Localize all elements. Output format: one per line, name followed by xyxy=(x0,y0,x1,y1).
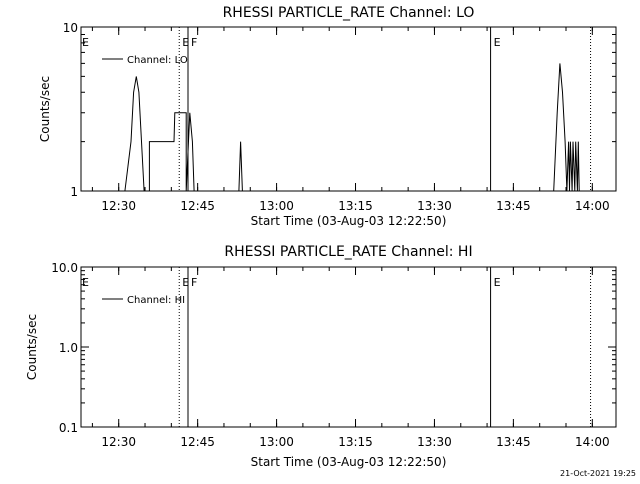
x-tick-label: 13:45 xyxy=(496,435,531,449)
x-tick-label: 14:00 xyxy=(575,199,610,213)
event-marker-label: E xyxy=(494,276,501,289)
series-line xyxy=(124,63,580,192)
chart-title: RHESSI PARTICLE_RATE Channel: HI xyxy=(224,244,472,260)
x-tick-label: 12:30 xyxy=(101,199,136,213)
legend-label: Channel: LO xyxy=(127,55,188,66)
event-marker-label: E xyxy=(182,276,189,289)
x-tick-label: 12:30 xyxy=(101,435,136,449)
x-tick-label: 13:15 xyxy=(338,435,373,449)
y-axis-label: Counts/sec xyxy=(25,314,39,380)
event-marker-label: E xyxy=(82,276,89,289)
y-tick-label: 0.1 xyxy=(59,421,78,435)
event-marker-label: F xyxy=(191,36,197,49)
chart-panel-1: RHESSI PARTICLE_RATE Channel: LO 12:30 12:… xyxy=(38,5,617,228)
x-axis-label: Start Time (03-Aug-03 12:22:50) xyxy=(251,455,447,469)
x-tick-label: 13:00 xyxy=(259,435,294,449)
plot-frame xyxy=(80,266,617,428)
x-tick-label: 13:30 xyxy=(417,435,452,449)
chart-title: RHESSI PARTICLE_RATE Channel: LO xyxy=(223,5,475,21)
event-marker-label: E xyxy=(82,36,89,49)
x-tick-label: 12:45 xyxy=(180,199,215,213)
event-marker-label: F xyxy=(191,276,197,289)
x-tick-label: 13:00 xyxy=(259,199,294,213)
y-tick-label: 1 xyxy=(70,185,78,199)
x-tick-label: 14:00 xyxy=(575,435,610,449)
x-tick-label: 13:30 xyxy=(417,199,452,213)
x-tick-label: 13:45 xyxy=(496,199,531,213)
x-axis-label: Start Time (03-Aug-03 12:22:50) xyxy=(251,214,447,228)
chart-panel-2: RHESSI PARTICLE_RATE Channel: HI 12:30 12:… xyxy=(25,244,617,469)
plot-frame xyxy=(80,26,617,192)
y-tick-label: 10.0 xyxy=(51,261,78,275)
y-axis-label: Counts/sec xyxy=(38,76,52,142)
event-marker-label: E xyxy=(182,36,189,49)
footer-timestamp: 21-Oct-2021 19:25 xyxy=(560,469,636,478)
event-marker-label: E xyxy=(494,36,501,49)
x-tick-label: 13:15 xyxy=(338,199,373,213)
x-tick-label: 12:45 xyxy=(180,435,215,449)
y-tick-label: 10 xyxy=(63,21,78,35)
legend-label: Channel: HI xyxy=(127,295,185,306)
y-tick-label: 1.0 xyxy=(59,341,78,355)
